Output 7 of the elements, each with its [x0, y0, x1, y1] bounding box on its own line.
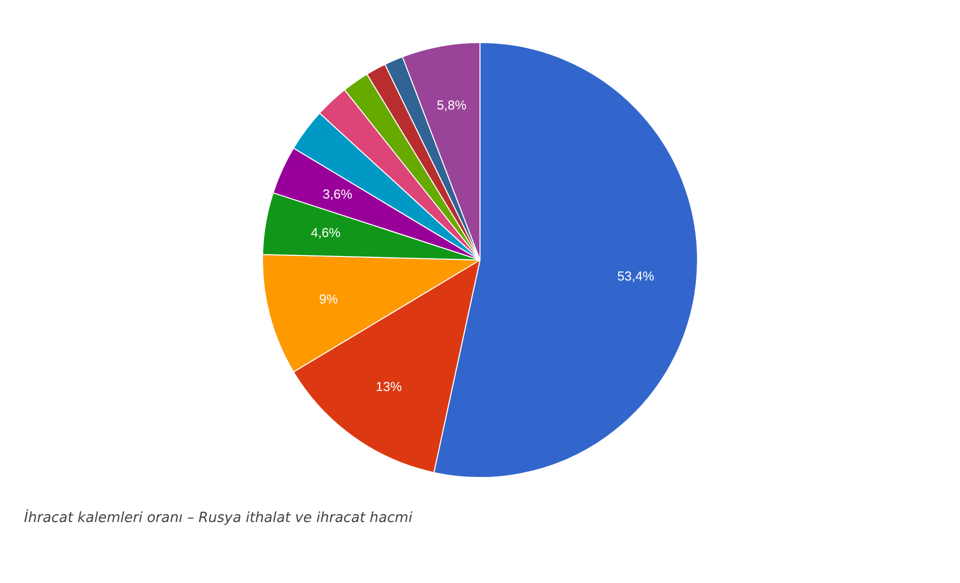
data-label: 5,8% — [436, 98, 467, 113]
data-label: 9% — [319, 291, 338, 306]
data-label: 4,6% — [310, 225, 341, 240]
data-label: 13% — [376, 378, 402, 394]
text: İhracat kalemleri oranı – Rusya ithalat ve ihracat hacmi — [24, 510, 412, 526]
data-label: 53,4% — [617, 268, 655, 284]
data-label: 3,6% — [322, 186, 353, 202]
